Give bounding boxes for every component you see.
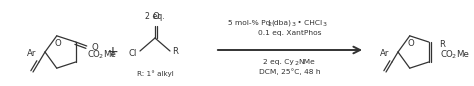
Text: 2: 2 [452,55,456,60]
Text: 5 mol-% Pd: 5 mol-% Pd [228,20,270,26]
Text: 2: 2 [99,55,103,60]
Text: 2: 2 [268,22,272,27]
Text: • CHCl: • CHCl [295,20,322,26]
Text: CO: CO [88,50,100,60]
Text: R: R [439,39,445,49]
Text: DCM, 25°C, 48 h: DCM, 25°C, 48 h [259,69,321,75]
Text: Cl: Cl [129,49,137,58]
Text: (dba): (dba) [272,20,292,26]
Text: 3: 3 [292,22,295,27]
Text: Ar: Ar [27,49,36,58]
Text: CO: CO [441,50,454,60]
Text: O: O [407,39,414,48]
Text: 2 eq.: 2 eq. [145,12,165,20]
Text: 3: 3 [323,22,327,27]
Text: 0.1 eq. XantPhos: 0.1 eq. XantPhos [258,30,322,36]
Text: Me: Me [103,50,116,60]
Text: O: O [153,12,159,21]
Text: Ar: Ar [380,49,389,58]
Text: +: + [106,45,118,59]
Text: O: O [92,42,99,52]
Text: R: R [172,47,178,57]
Text: 2: 2 [295,61,299,66]
Text: O: O [55,39,61,48]
Text: 2 eq. Cy: 2 eq. Cy [263,59,294,65]
Text: Me: Me [456,50,469,60]
Text: R: 1° alkyl: R: 1° alkyl [137,71,173,77]
Text: NMe: NMe [299,59,315,65]
